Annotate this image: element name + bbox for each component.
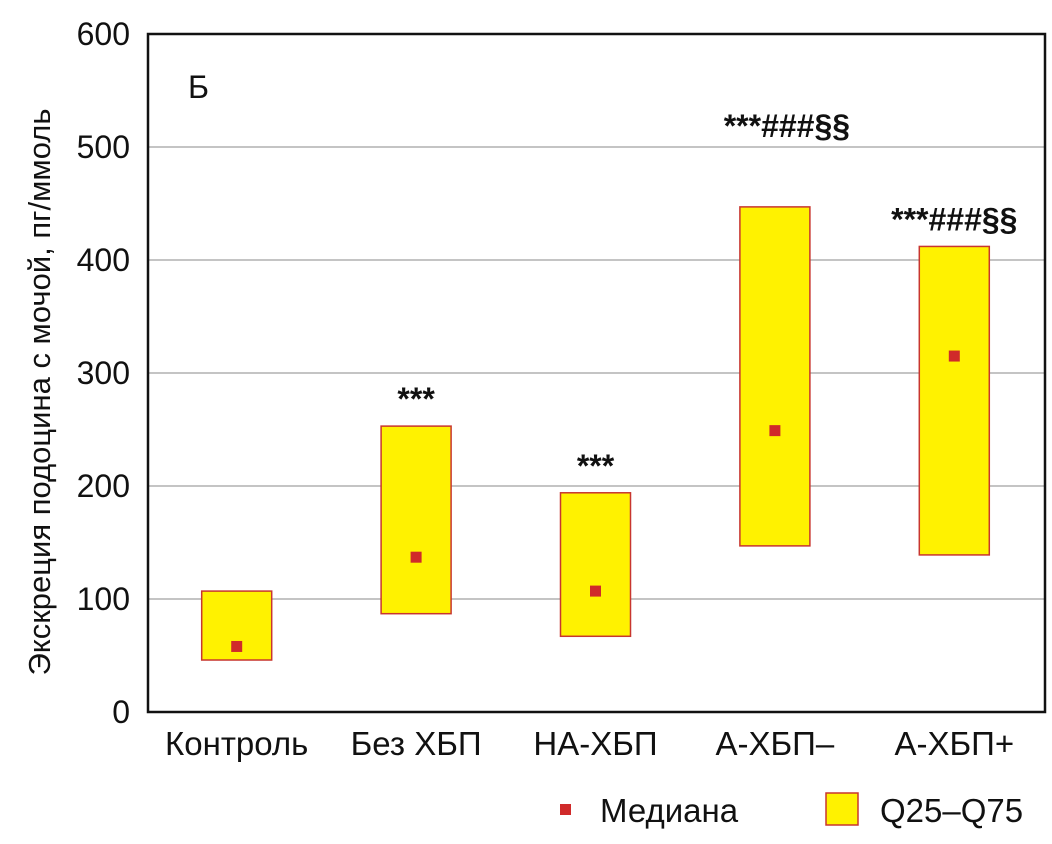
x-category-label: А-ХБП– [716,725,835,762]
significance-annotation: *** [577,448,615,484]
median-marker [948,350,960,362]
y-tick-label: 100 [77,581,130,617]
y-tick-label: 400 [77,242,130,278]
median-markers [231,350,960,652]
significance-annotation: ***###§§ [891,201,1017,237]
range-bar [918,245,991,556]
legend-range-swatch [825,792,859,826]
x-category-label: Контроль [165,725,308,762]
legend-median-label: Медиана [600,792,739,829]
significance-annotation: ***###§§ [724,108,850,144]
median-marker [410,551,422,563]
legend: Медиана Q25–Q75 [560,792,1023,829]
y-tick-label: 0 [112,694,130,730]
range-bars [200,206,991,661]
range-bar [739,206,811,547]
legend-range-label: Q25–Q75 [880,792,1023,829]
significance-annotations: *** *** ***###§§ ***###§§ [397,108,1017,484]
x-category-label: А-ХБП+ [894,725,1014,762]
significance-annotation: *** [397,381,435,417]
x-category-label: Без ХБП [351,725,482,762]
median-marker [231,640,243,652]
legend-median-marker [560,804,571,815]
plot-frame [146,32,1047,714]
range-bar [380,425,452,615]
y-tick-label: 200 [77,468,130,504]
y-tick-label: 500 [77,129,130,165]
range-bar [559,492,632,638]
x-category-labels: Контроль Без ХБП НА-ХБП А-ХБП– А-ХБП+ [165,725,1014,762]
panel-label: Б [188,69,209,105]
median-marker [769,425,781,437]
x-category-label: НА-ХБП [533,725,657,762]
median-marker [590,585,601,597]
y-axis-label: Экскреция подоцина с мочой, пг/ммоль [22,109,57,676]
y-tick-labels: 0 100 200 300 400 500 600 [77,16,130,730]
y-tick-label: 600 [77,16,130,52]
y-tick-label: 300 [77,355,130,391]
grid-lines [148,146,1045,600]
